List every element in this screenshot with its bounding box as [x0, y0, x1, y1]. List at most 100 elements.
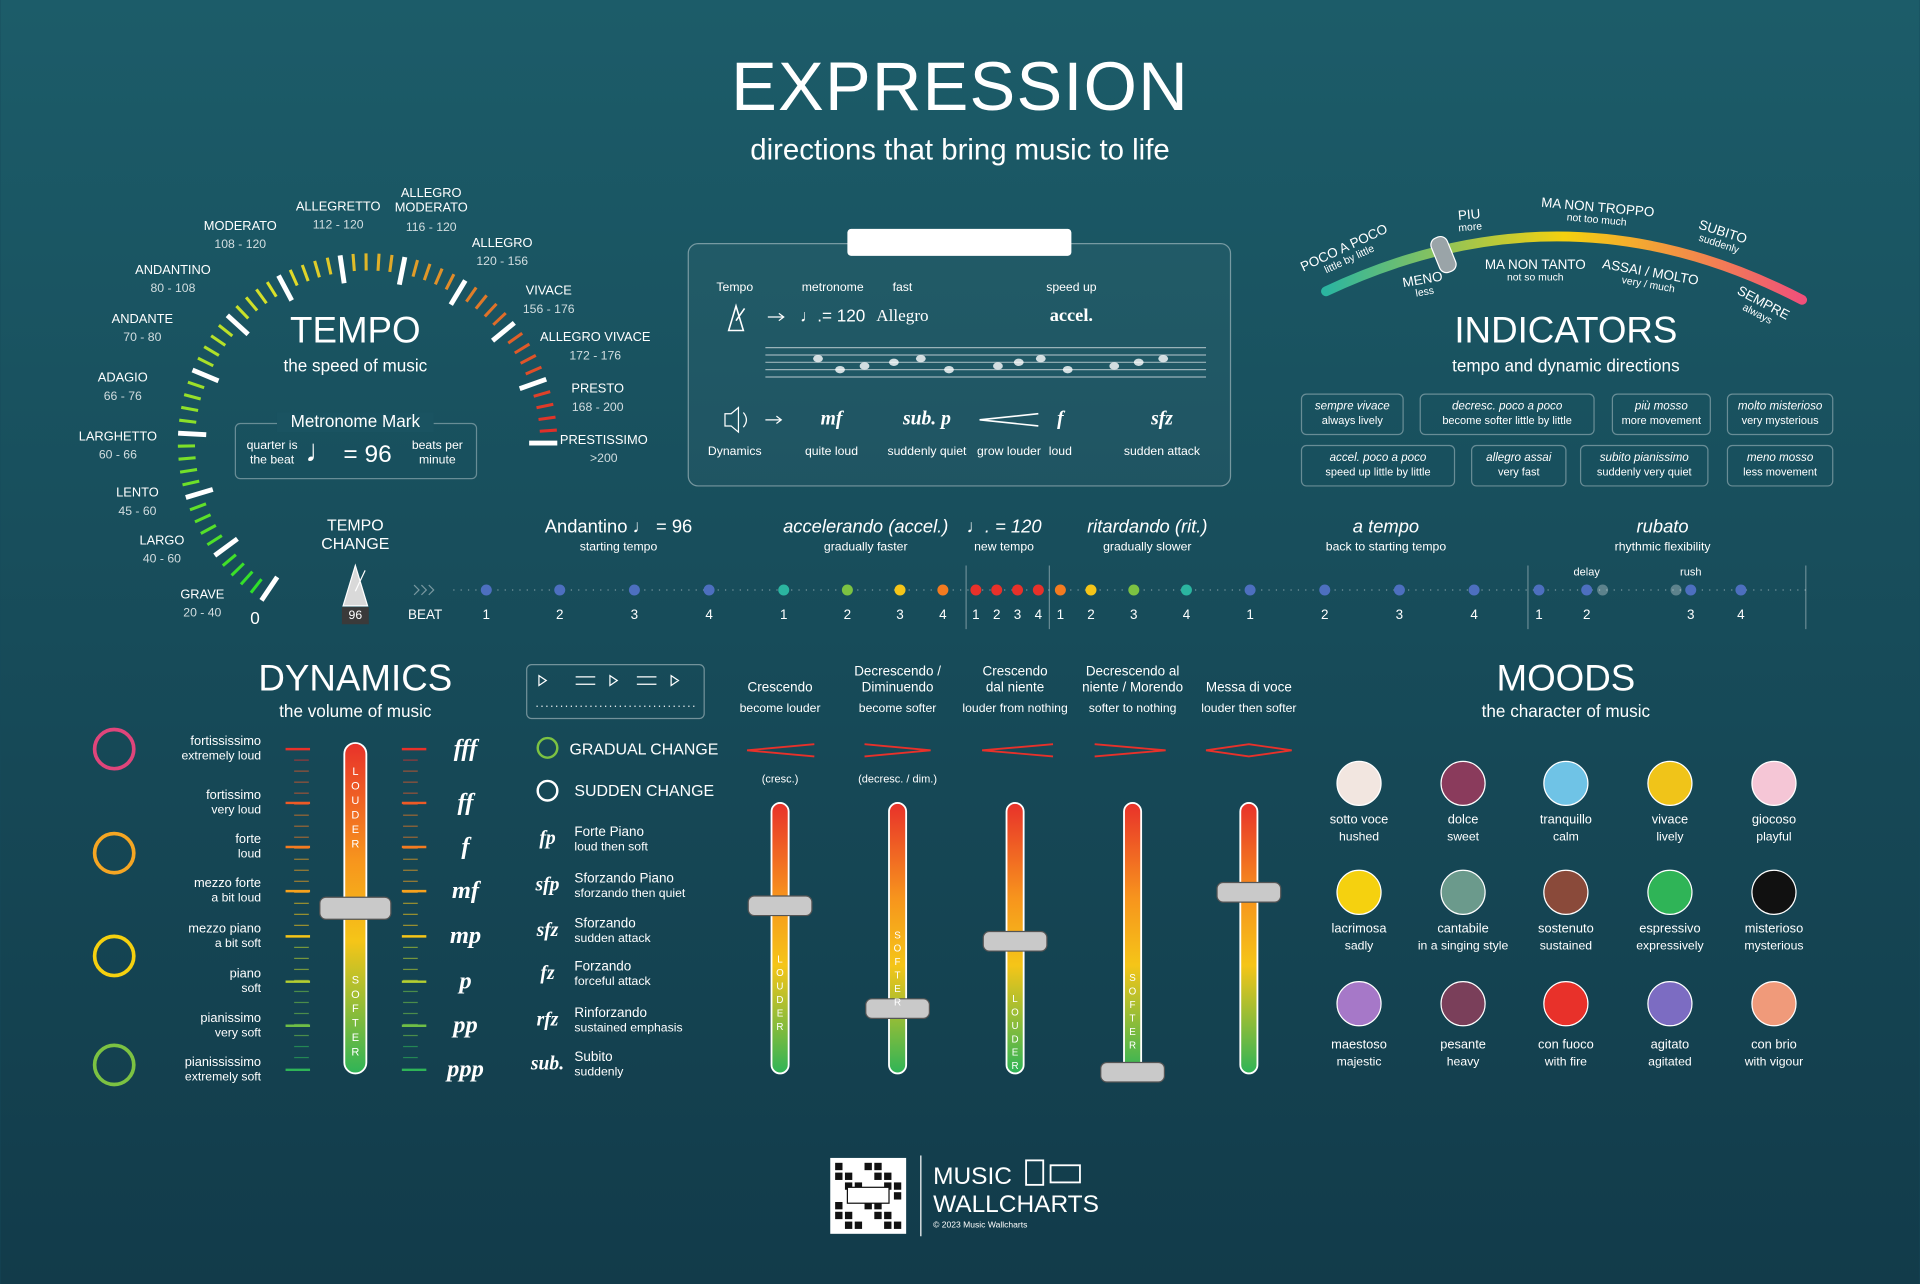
section-meaning: starting tempo	[580, 539, 658, 553]
beat-dot	[1581, 584, 1593, 596]
mood-meaning: expressively	[1636, 938, 1704, 952]
markings-title: EXPRESSION MARKINGS	[858, 234, 1062, 251]
gradual-handle	[982, 930, 1048, 952]
beat-number: 1	[1246, 607, 1253, 622]
dial-zero: 0	[250, 608, 260, 628]
dial-tick	[538, 415, 556, 421]
dial-tick	[325, 257, 333, 275]
dial-tick	[213, 536, 239, 558]
volume-icon	[92, 727, 136, 771]
mood-term: pesante	[1440, 1037, 1486, 1052]
sudden-meaning: loud then soft	[574, 839, 648, 853]
hairpin	[979, 412, 1039, 427]
dial-tick	[178, 456, 196, 461]
indicator-example: subito pianissimo	[1600, 451, 1690, 464]
mood-term: dolce	[1448, 811, 1479, 826]
qr-cell	[844, 1182, 853, 1190]
mood-term: espressivo	[1639, 920, 1700, 935]
dial-tick	[513, 342, 531, 355]
mood-meaning: lively	[1656, 829, 1684, 843]
tempo-range: 168 - 200	[572, 400, 624, 414]
tempo-range: 20 - 40	[183, 605, 221, 619]
rubato-mark: rush	[1680, 567, 1701, 579]
beat-dot	[894, 584, 906, 596]
gradual-meaning: become softer	[859, 701, 937, 715]
indicator-example: accel. poco a poco	[1330, 451, 1427, 464]
level-meaning: loud	[238, 847, 261, 861]
sudden-meaning: suddenly	[574, 1064, 624, 1078]
mood-term: cantabile	[1437, 920, 1488, 935]
gradual-handle	[747, 895, 813, 917]
dial-tick	[448, 279, 468, 306]
mood-term: maestoso	[1331, 1037, 1387, 1052]
gradual-title: Decrescendo /	[854, 664, 941, 679]
beat-dot	[1128, 584, 1140, 596]
beat-dot	[1032, 584, 1044, 596]
metronome-title: Metronome Mark	[291, 411, 421, 431]
level-symbol: ff	[458, 789, 477, 816]
gradual-abbreviation: (decresc. / dim.)	[858, 774, 937, 786]
level-name: pianississimo	[185, 1054, 261, 1069]
legend-icons	[538, 674, 680, 687]
tempo-range: 172 - 176	[569, 348, 621, 362]
qr-cell	[864, 1162, 872, 1171]
indicator-arc	[1321, 231, 1808, 305]
gradual-abbreviation: (cresc.)	[762, 774, 799, 786]
dial-tick	[197, 356, 214, 368]
qr-cell	[864, 1201, 872, 1210]
arrow	[767, 312, 785, 322]
beat-number: 3	[1130, 607, 1137, 622]
markings-caption: fast	[893, 280, 913, 294]
gradual-direction: SOFTER	[1127, 973, 1138, 1054]
beat-dot	[1319, 584, 1331, 596]
tempo-range: 60 - 66	[99, 448, 137, 462]
hairpin	[746, 743, 815, 758]
beat-dot	[554, 584, 566, 596]
tempo-name: ALLEGRO VIVACE	[540, 329, 651, 344]
metronome-note: quarter is	[247, 438, 298, 452]
qr-cell	[854, 1182, 863, 1190]
gradual-meaning: become louder	[740, 701, 821, 715]
dial-tick	[179, 467, 198, 474]
beat-number: 1	[483, 607, 490, 622]
dial-tick	[177, 430, 207, 438]
gradual-title: Crescendo	[983, 664, 1048, 679]
indicator-example-meaning: speed up little by little	[1325, 466, 1430, 478]
markings-caption: speed up	[1046, 280, 1097, 294]
section-subtitle: the volume of music	[279, 701, 432, 721]
sudden-meaning: sforzando then quiet	[574, 886, 685, 900]
sudden-symbol: sfz	[536, 920, 559, 941]
dial-tick	[539, 428, 557, 433]
brand-logo	[1025, 1159, 1045, 1186]
tempo-name: LARGO	[139, 532, 184, 547]
beat-number: 1	[780, 607, 787, 622]
indicator-term: PIU	[1457, 206, 1481, 223]
level-name: forte	[235, 831, 261, 846]
gradual-title: Diminuendo	[862, 679, 934, 694]
markings-caption: sudden attack	[1124, 444, 1201, 458]
indicator-example-meaning: very fast	[1498, 466, 1540, 478]
beat-number: 2	[556, 607, 563, 622]
dial-tick	[180, 405, 199, 413]
beat-dot	[1533, 584, 1545, 596]
timeline-title: CHANGE	[321, 536, 389, 553]
section-title: TEMPO	[290, 310, 421, 351]
dial-tick	[492, 311, 507, 326]
mood-icon	[1440, 760, 1486, 807]
dial-tick	[244, 296, 259, 312]
metronome-value: 96	[349, 608, 363, 622]
level-symbol: ppp	[445, 1056, 484, 1083]
copyright: © 2023 Music Wallcharts	[933, 1220, 1027, 1230]
dial-tick	[189, 502, 207, 512]
level-meaning: extremely soft	[185, 1069, 262, 1083]
staff-note	[1013, 358, 1024, 366]
indicator-box	[1300, 393, 1404, 436]
tempo-range: 40 - 60	[143, 552, 181, 566]
beat-dot	[1085, 584, 1097, 596]
beat-number: 2	[1583, 607, 1590, 622]
slider-label: SOFTER	[349, 974, 361, 1061]
dial-tick	[536, 402, 554, 410]
sudden-meaning: forceful attack	[574, 974, 651, 988]
staff-note	[1035, 354, 1046, 363]
dial-tick	[265, 281, 278, 298]
